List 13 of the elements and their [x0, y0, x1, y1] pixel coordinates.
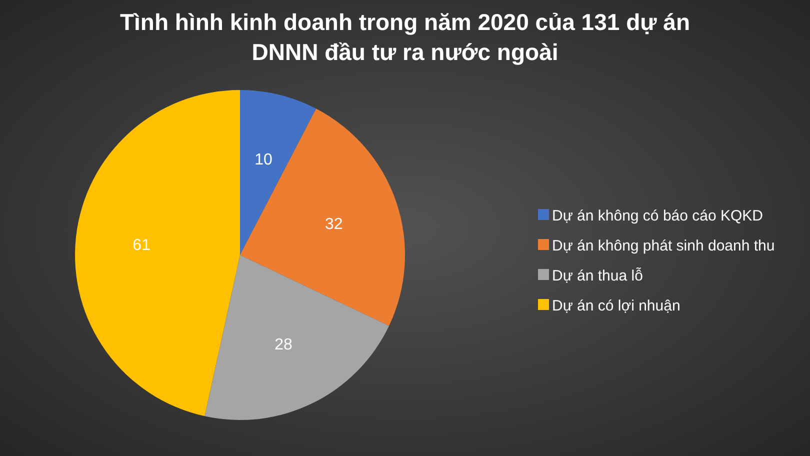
pie-slice [240, 108, 405, 326]
data-label: 32 [324, 216, 343, 234]
data-label: 28 [274, 336, 293, 354]
pie-slice [240, 90, 316, 255]
data-label: 61 [132, 236, 151, 254]
legend-label: Dự án không có báo cáo KQKD [552, 207, 764, 224]
chart-title: Tình hình kinh doanh trong năm 2020 của 131 dự án DNNN đầu tư ra nước ngoài [120, 9, 690, 65]
data-label: 10 [254, 151, 273, 168]
legend-label: Dự án không phát sinh doanh thu [552, 237, 775, 254]
pie-slice [75, 90, 240, 416]
legend-label: Dự án thua lỗ [552, 267, 643, 284]
legend-label: Dự án có lợi nhuận [552, 297, 680, 314]
pie-slice [204, 255, 390, 420]
